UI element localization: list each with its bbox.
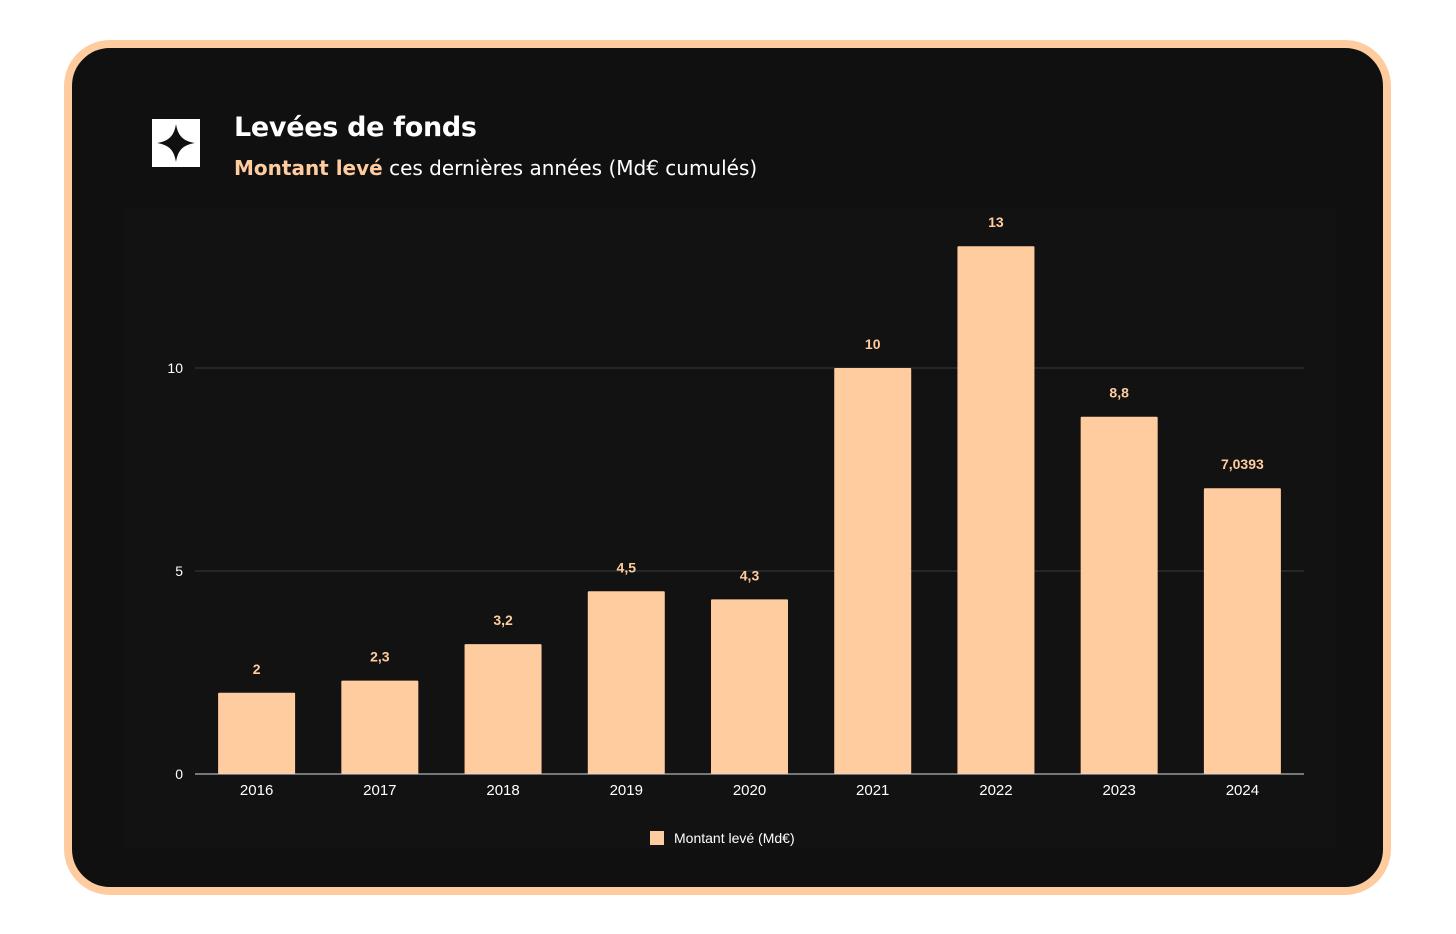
chart-card: Levées de fonds Montant levé ces dernièr… [64, 40, 1391, 895]
bar-chart: 0 5 10 2 2016 2,3 2017 3,2 2018 4,5 2019 4,3 2020 10 2… [167, 214, 1304, 799]
bar [711, 599, 788, 774]
x-tick-label: 2022 [979, 782, 1012, 799]
legend[interactable]: Montant levé (Md€) [650, 830, 795, 846]
x-tick-label: 2019 [610, 782, 643, 799]
subtitle-accent: Montant levé [234, 156, 383, 180]
x-tick-label: 2020 [733, 782, 766, 799]
four-point-star-icon [152, 119, 200, 167]
legend-swatch [650, 831, 664, 845]
subtitle-rest: ces dernières années (Md€ cumulés) [382, 156, 758, 180]
bar [464, 644, 542, 774]
data-label: 3,2 [493, 612, 513, 628]
x-tick-label: 2018 [486, 782, 519, 799]
data-label: 7,0393 [1221, 456, 1264, 472]
bar [341, 680, 419, 774]
data-label: 8,8 [1109, 385, 1129, 401]
data-label: 4,5 [617, 559, 637, 575]
bar [957, 246, 1035, 774]
x-tick-label: 2024 [1226, 782, 1259, 799]
data-label: 2,3 [370, 649, 390, 665]
legend-label: Montant levé (Md€) [674, 830, 795, 846]
chart-subtitle: Montant levé ces dernières années (Md€ c… [234, 156, 757, 180]
chart-title: Levées de fonds [234, 112, 477, 143]
x-tick-label: 2021 [856, 782, 889, 799]
bar [1203, 488, 1281, 774]
x-tick-label: 2017 [363, 782, 396, 799]
data-label: 13 [988, 214, 1004, 230]
data-label: 4,3 [740, 567, 760, 583]
bar [1080, 416, 1158, 774]
y-tick-label: 10 [167, 360, 183, 376]
bar [587, 591, 665, 774]
bar [834, 368, 912, 774]
data-label: 2 [253, 661, 261, 677]
bar [218, 692, 296, 774]
x-tick-label: 2016 [240, 782, 273, 799]
x-tick-label: 2023 [1102, 782, 1135, 799]
y-tick-label: 0 [175, 766, 183, 782]
data-label: 10 [865, 336, 881, 352]
y-tick-label: 5 [175, 563, 183, 579]
